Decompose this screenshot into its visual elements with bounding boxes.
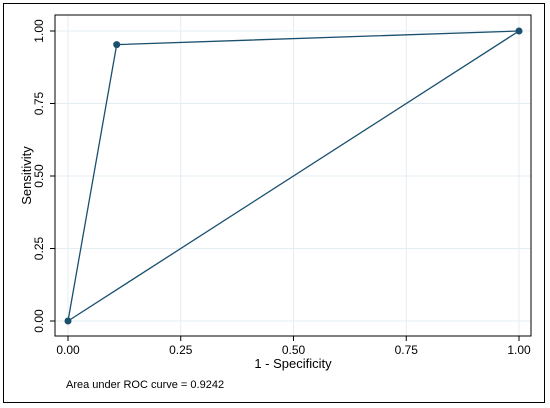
- x-tick-label: 0.75: [395, 343, 419, 357]
- series-layer: [64, 27, 523, 325]
- roc-curve-point: [113, 41, 121, 49]
- x-tick-label: 1.00: [507, 343, 531, 357]
- y-tick-label: 1.00: [32, 19, 46, 43]
- y-tick-label: 0.00: [32, 309, 46, 333]
- auc-annotation: Area under ROC curve = 0.9242: [66, 379, 224, 391]
- gridlines: [55, 15, 531, 336]
- reference-line-line: [67, 30, 520, 322]
- y-tick-label: 0.75: [32, 91, 46, 115]
- x-axis-title: 1 - Specificity: [254, 356, 332, 371]
- x-tick-label: 0.50: [282, 343, 306, 357]
- x-tick-label: 0.00: [56, 343, 80, 357]
- axis-ticks: 0.00 0.25 0.50 0.75 1.00 0.00 0.25 0.50 0.75 1.00: [32, 19, 531, 357]
- y-tick-label: 0.25: [32, 236, 46, 260]
- x-tick-label: 0.25: [169, 343, 193, 357]
- y-tick-label: 0.50: [32, 164, 46, 188]
- y-axis-title: Sensitivity: [19, 146, 34, 205]
